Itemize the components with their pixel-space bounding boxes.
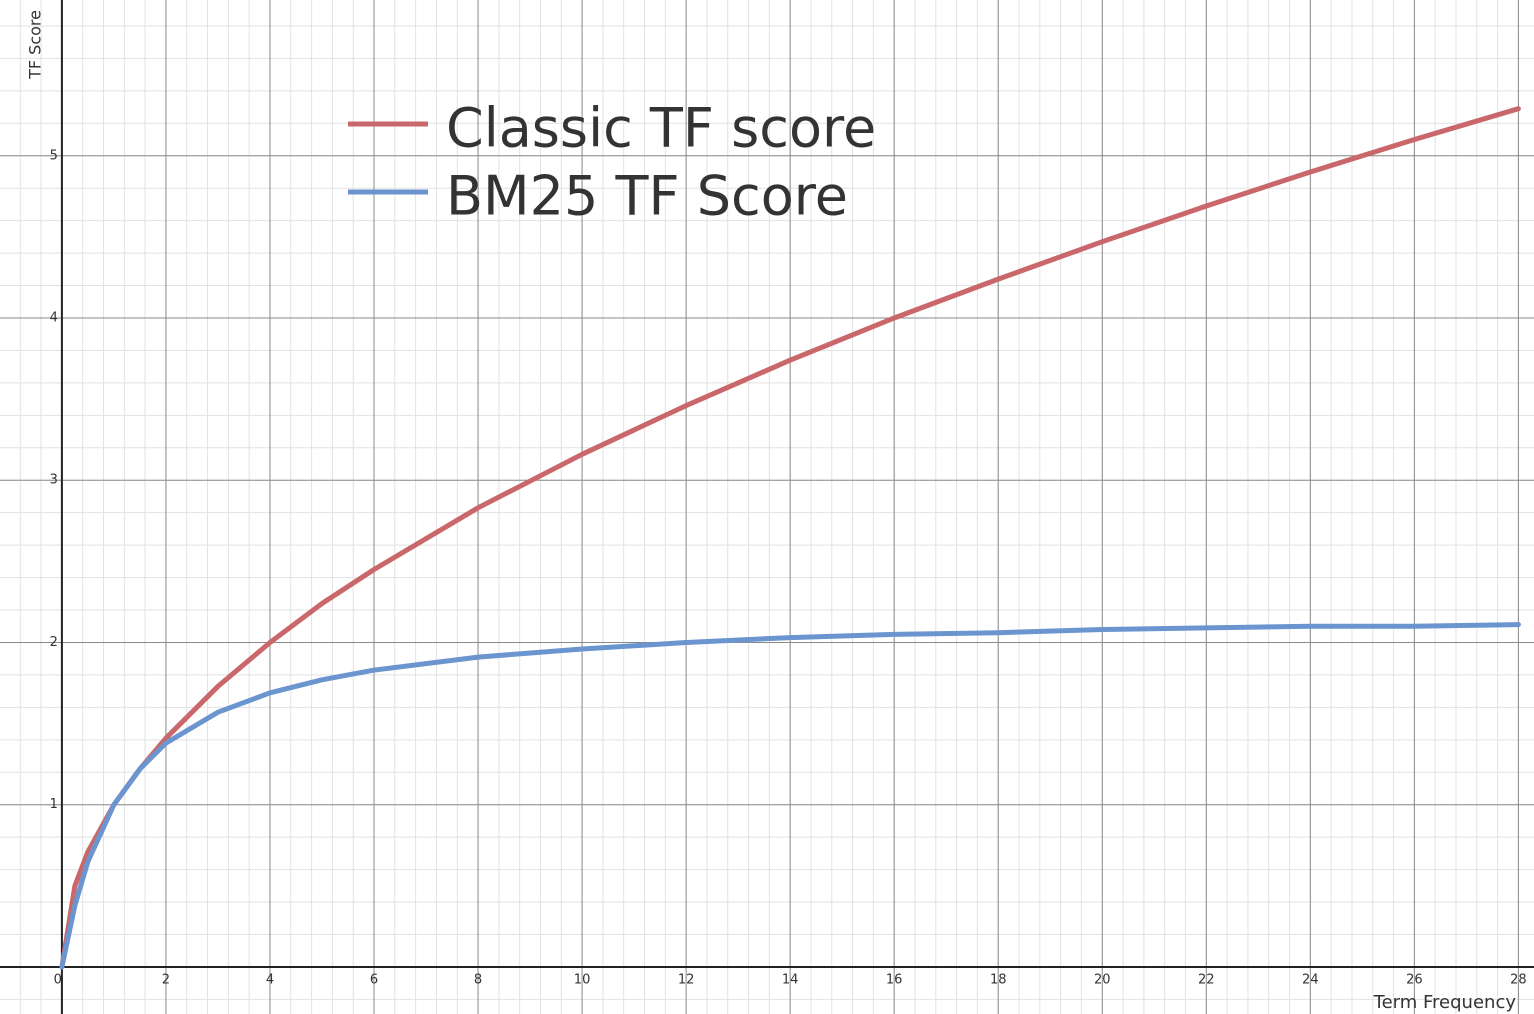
legend-label: BM25 TF Score (446, 165, 848, 228)
x-tick-label: 0 (54, 972, 62, 987)
x-tick-label: 22 (1198, 972, 1215, 987)
x-tick-label: 24 (1302, 972, 1319, 987)
x-tick-label: 12 (678, 972, 695, 987)
x-tick-label: 2 (162, 972, 170, 987)
y-tick-label: 1 (50, 797, 58, 812)
series-line (59, 622, 1521, 970)
x-tick-label: 16 (886, 972, 903, 987)
x-tick-label: 10 (574, 972, 591, 987)
x-tick-label: 6 (370, 972, 378, 987)
x-tick-label: 26 (1406, 972, 1423, 987)
x-tick-label: 8 (474, 972, 482, 987)
x-tick-label: 20 (1094, 972, 1111, 987)
x-axis-label: Term Frequency (1373, 992, 1517, 1013)
x-tick-label: 18 (990, 972, 1007, 987)
x-tick-label: 14 (782, 972, 799, 987)
y-tick-label: 2 (50, 635, 58, 650)
legend-label: Classic TF score (446, 97, 876, 160)
y-axis-label: TF Score (26, 10, 45, 80)
x-tick-label: 28 (1510, 972, 1527, 987)
y-tick-label: 3 (50, 473, 58, 488)
y-tick-label: 5 (50, 148, 58, 163)
x-tick-label: 4 (266, 972, 274, 987)
y-tick-label: 4 (50, 310, 58, 325)
